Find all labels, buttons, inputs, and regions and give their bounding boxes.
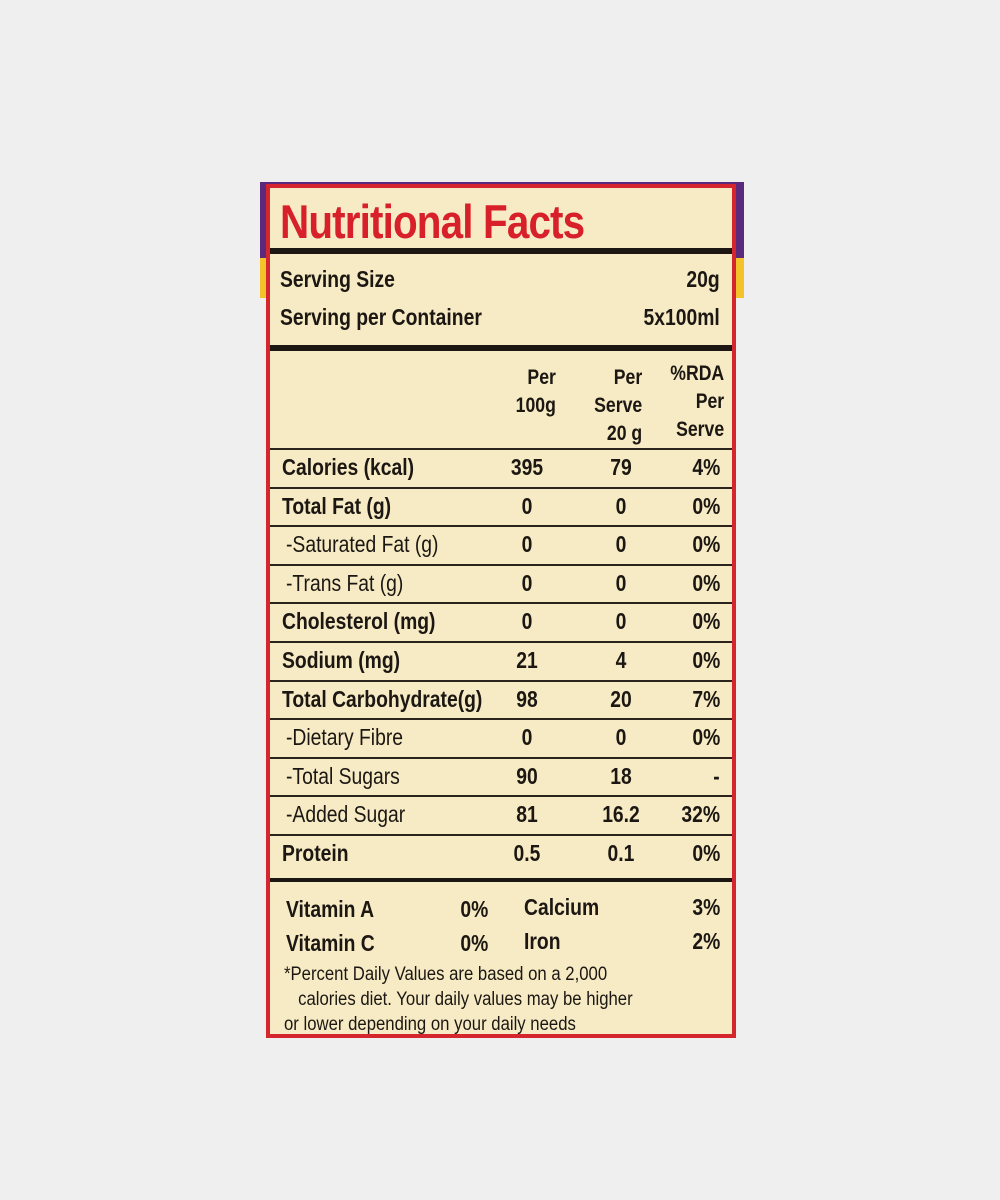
header-line: Per <box>527 366 556 389</box>
nutrient-name: -Saturated Fat (g) <box>286 531 439 558</box>
nutrient-name: Protein <box>282 840 349 866</box>
value-rda: 0% <box>692 840 720 866</box>
divider <box>270 345 732 351</box>
value-per-100g: 0 <box>521 608 533 635</box>
value-per-100g: 395 <box>510 454 544 480</box>
header-rda: %RDA Per Serve <box>670 360 724 444</box>
value-per-serve: 18 <box>610 762 632 789</box>
value-per-serve: 0 <box>615 569 627 596</box>
row-divider <box>270 486 732 489</box>
nutrient-name: Calories (kcal) <box>282 454 415 480</box>
row-divider <box>270 756 732 759</box>
serving-size-value: 20g <box>686 266 720 292</box>
header-line: Per <box>613 366 642 389</box>
value-per-100g: 0.5 <box>513 840 541 866</box>
row-divider <box>270 795 732 798</box>
value-per-serve: 0.1 <box>607 840 635 866</box>
row-divider <box>270 834 732 836</box>
value-per-100g: 21 <box>516 647 538 673</box>
label-title: Nutritional Facts <box>280 195 585 248</box>
iron-label: Iron <box>524 928 561 954</box>
vitamin-a-label: Vitamin A <box>286 896 375 922</box>
value-rda: 32% <box>681 801 720 828</box>
nutrient-name: Sodium (mg) <box>282 647 401 673</box>
row-divider <box>270 602 732 605</box>
serving-size-label: Serving Size <box>280 266 395 292</box>
row-divider <box>270 679 732 682</box>
footnote: *Percent Daily Values are based on a 2,0… <box>284 962 671 1037</box>
iron-value: 2% <box>692 928 720 954</box>
row-divider <box>270 718 732 721</box>
value-rda: 0% <box>692 608 720 635</box>
row-divider <box>270 563 732 566</box>
header-line: 100g <box>515 394 556 417</box>
value-per-100g: 98 <box>516 685 538 712</box>
nutrient-name: -Trans Fat (g) <box>286 569 404 596</box>
value-per-serve: 0 <box>615 492 627 519</box>
header-line: 20 g <box>606 422 642 445</box>
value-per-100g: 0 <box>521 531 533 558</box>
value-per-100g: 0 <box>521 724 533 751</box>
value-per-100g: 81 <box>516 801 538 828</box>
value-rda: - <box>713 762 720 789</box>
value-rda: 7% <box>692 685 720 712</box>
nutrient-name: Total Fat (g) <box>282 492 392 519</box>
value-per-serve: 0 <box>615 724 627 751</box>
header-line: Serve <box>675 418 724 441</box>
calcium-value: 3% <box>692 894 720 920</box>
nutrient-name: -Dietary Fibre <box>286 724 404 751</box>
footnote-line: calories diet. Your daily values may be … <box>298 989 633 1010</box>
value-rda: 0% <box>692 569 720 596</box>
nutrition-label: Nutritional Facts Serving Size 20g Servi… <box>266 184 736 1038</box>
footnote-line: *Percent Daily Values are based on a 2,0… <box>284 964 608 985</box>
value-per-serve: 20 <box>610 685 632 712</box>
value-rda: 0% <box>692 531 720 558</box>
header-per-100g: Per 100g <box>516 364 556 420</box>
header-per-serve: Per Serve 20 g <box>594 364 642 448</box>
value-per-100g: 0 <box>521 492 533 519</box>
row-divider <box>270 641 732 643</box>
nutrient-name: Cholesterol (mg) <box>282 608 436 635</box>
divider <box>270 878 732 882</box>
value-per-serve: 4 <box>615 647 627 673</box>
nutrient-name: Total Carbohydrate(g) <box>282 685 483 712</box>
nutrient-name: -Added Sugar <box>286 801 406 828</box>
header-line: %RDA <box>670 362 724 385</box>
divider <box>270 248 732 254</box>
calcium-label: Calcium <box>524 894 600 920</box>
value-rda: 4% <box>692 454 720 480</box>
value-per-serve: 79 <box>610 454 632 480</box>
value-per-serve: 16.2 <box>602 801 640 828</box>
footnote-line: or lower depending on your daily needs <box>284 1014 576 1035</box>
row-divider <box>270 448 732 450</box>
value-per-serve: 0 <box>615 608 627 635</box>
vitamin-c-label: Vitamin C <box>286 930 375 956</box>
value-rda: 0% <box>692 647 720 673</box>
value-per-serve: 0 <box>615 531 627 558</box>
header-line: Per <box>695 390 724 413</box>
servings-per-container-label: Serving per Container <box>280 304 482 330</box>
value-rda: 0% <box>692 724 720 751</box>
value-per-100g: 90 <box>516 762 538 789</box>
vitamin-a-value: 0% <box>460 896 488 922</box>
nutrient-name: -Total Sugars <box>286 762 400 789</box>
value-per-100g: 0 <box>521 569 533 596</box>
vitamin-c-value: 0% <box>460 930 488 956</box>
value-rda: 0% <box>692 492 720 519</box>
header-line: Serve <box>593 394 642 417</box>
row-divider <box>270 525 732 528</box>
servings-per-container-value: 5x100ml <box>643 304 720 330</box>
